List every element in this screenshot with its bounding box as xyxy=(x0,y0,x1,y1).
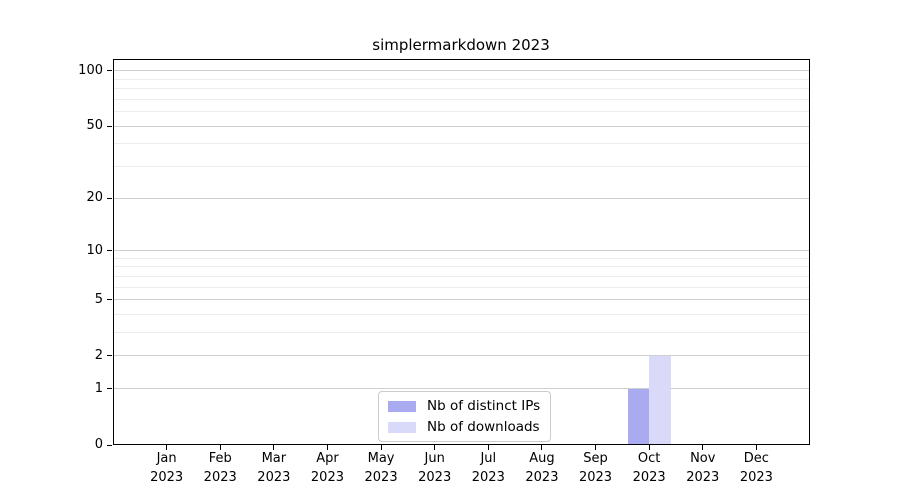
x-tick-label-line: 2023 xyxy=(686,470,720,485)
x-tick-label-line: 2023 xyxy=(364,470,398,485)
y-tick-label-100: 100 xyxy=(78,62,103,78)
minor-gridline-y-6 xyxy=(114,286,809,288)
x-tick-label-4: May 2023 xyxy=(351,449,411,487)
x-tick-5 xyxy=(434,445,436,450)
x-tick-label-line: 2023 xyxy=(632,470,666,485)
y-tick-label-10: 10 xyxy=(86,242,103,258)
minor-gridline-y-30 xyxy=(114,166,809,168)
y-tick-2 xyxy=(107,355,112,357)
legend-label-distinct-ips: Nb of distinct IPs xyxy=(427,398,541,414)
x-tick-label-3: Apr 2023 xyxy=(297,449,357,487)
y-tick-100 xyxy=(107,70,112,72)
legend: Nb of distinct IPs Nb of downloads xyxy=(378,391,552,442)
y-tick-label-1: 1 xyxy=(94,380,103,396)
minor-gridline-y-4 xyxy=(114,314,809,316)
minor-gridline-y-7 xyxy=(114,275,809,277)
y-tick-10 xyxy=(107,250,112,252)
x-tick-label-line: 2023 xyxy=(525,470,559,485)
x-tick-label-9: Oct 2023 xyxy=(619,449,679,487)
x-tick-label-line: Sep xyxy=(583,451,608,466)
minor-gridline-y-9 xyxy=(114,257,809,259)
minor-gridline-y-60 xyxy=(114,111,809,113)
x-tick-label-line: Dec xyxy=(743,451,769,466)
x-tick-8 xyxy=(595,445,597,450)
plot-area xyxy=(113,59,810,445)
x-tick-label-6: Jul 2023 xyxy=(458,449,518,487)
x-tick-label-10: Nov 2023 xyxy=(673,449,733,487)
x-tick-0 xyxy=(166,445,168,450)
x-tick-6 xyxy=(487,445,489,450)
minor-gridline-y-70 xyxy=(114,98,809,100)
x-tick-label-7: Aug 2023 xyxy=(512,449,572,487)
bar-distinct-ips-oct-2023 xyxy=(627,388,650,444)
x-tick-3 xyxy=(326,445,328,450)
chart-title: simplermarkdown 2023 xyxy=(372,36,550,54)
x-tick-4 xyxy=(380,445,382,450)
x-tick-label-line: Mar xyxy=(261,451,287,466)
x-tick-label-line: Jul xyxy=(480,451,497,466)
major-gridline-y-2 xyxy=(114,355,809,357)
x-tick-label-line: Nov xyxy=(690,451,716,466)
x-tick-1 xyxy=(219,445,221,450)
x-tick-11 xyxy=(755,445,757,450)
y-tick-50 xyxy=(107,125,112,127)
bar-downloads-oct-2023 xyxy=(649,355,671,444)
minor-gridline-y-90 xyxy=(114,78,809,80)
x-tick-label-2: Mar 2023 xyxy=(244,449,304,487)
x-tick-label-line: 2023 xyxy=(578,470,613,485)
legend-swatch-downloads xyxy=(388,421,416,433)
x-tick-label-line: 2023 xyxy=(203,470,237,485)
x-tick-label-11: Dec 2023 xyxy=(726,449,786,487)
x-tick-label-line: Feb xyxy=(208,451,232,466)
x-tick-label-line: Jun xyxy=(424,451,445,466)
y-tick-1 xyxy=(107,388,112,390)
y-tick-label-20: 20 xyxy=(86,190,103,206)
y-tick-label-5: 5 xyxy=(94,291,103,307)
x-tick-label-line: 2023 xyxy=(257,470,291,485)
x-tick-label-line: 2023 xyxy=(150,470,184,485)
x-tick-7 xyxy=(541,445,543,450)
x-tick-2 xyxy=(273,445,275,450)
legend-label-downloads: Nb of downloads xyxy=(427,419,540,435)
y-tick-0 xyxy=(107,444,112,446)
legend-item-downloads: Nb of downloads xyxy=(388,419,540,435)
y-tick-5 xyxy=(107,299,112,301)
x-tick-label-line: May xyxy=(367,451,395,466)
x-tick-label-line: Aug xyxy=(529,451,555,466)
x-tick-label-0: Jan 2023 xyxy=(137,449,197,487)
x-tick-9 xyxy=(648,445,650,450)
x-tick-label-1: Feb 2023 xyxy=(190,449,250,487)
minor-gridline-y-40 xyxy=(114,143,809,145)
major-gridline-y-100 xyxy=(114,70,809,72)
y-tick-20 xyxy=(107,197,112,199)
x-tick-label-line: 2023 xyxy=(471,470,505,485)
x-tick-label-line: 2023 xyxy=(739,470,773,485)
major-gridline-y-20 xyxy=(114,197,809,199)
x-tick-label-line: Apr xyxy=(316,451,339,466)
minor-gridline-y-8 xyxy=(114,266,809,268)
y-tick-label-0: 0 xyxy=(94,437,103,452)
x-tick-label-8: Sep 2023 xyxy=(566,449,626,487)
x-tick-10 xyxy=(702,445,704,450)
x-tick-label-line: 2023 xyxy=(418,470,452,485)
major-gridline-y-1 xyxy=(114,388,809,390)
legend-item-distinct-ips: Nb of distinct IPs xyxy=(388,398,540,414)
y-tick-label-2: 2 xyxy=(94,347,103,363)
minor-gridline-y-3 xyxy=(114,332,809,334)
major-gridline-y-50 xyxy=(114,125,809,127)
minor-gridline-y-80 xyxy=(114,88,809,90)
major-gridline-y-10 xyxy=(114,250,809,252)
x-tick-label-line: 2023 xyxy=(310,470,344,485)
x-tick-label-line: Jan xyxy=(156,451,177,466)
y-tick-label-50: 50 xyxy=(86,118,103,134)
legend-swatch-distinct-ips xyxy=(388,400,416,412)
major-gridline-y-5 xyxy=(114,299,809,301)
x-tick-label-line: Oct xyxy=(637,451,661,466)
x-tick-label-5: Jun 2023 xyxy=(405,449,465,487)
